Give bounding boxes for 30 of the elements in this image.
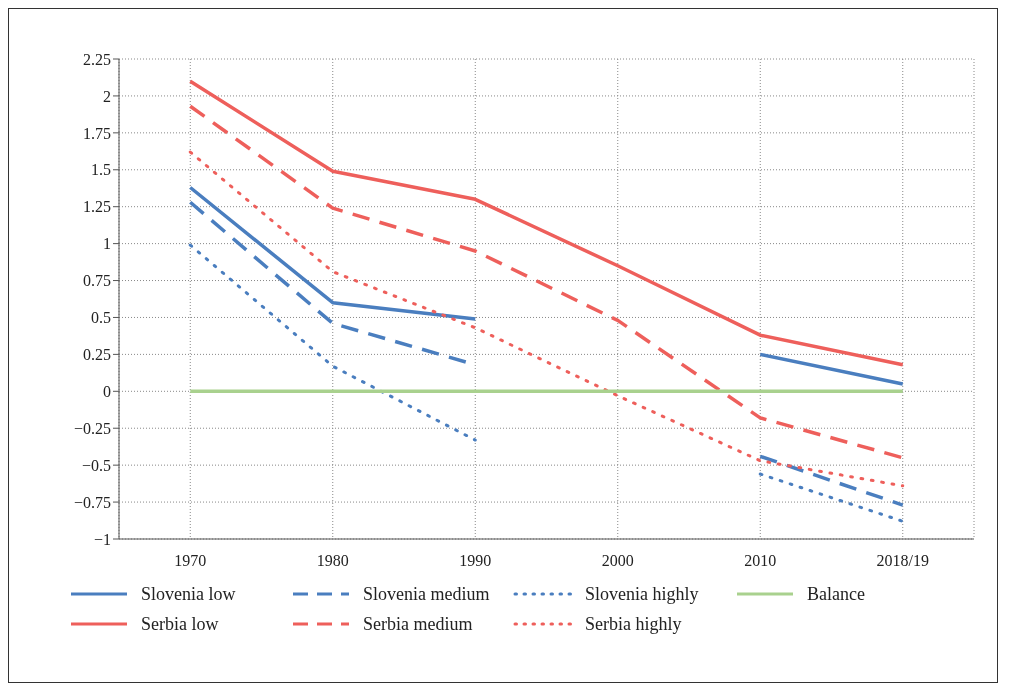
x-tick-label: 1990 (459, 552, 492, 570)
y-tick-label: 2.25 (83, 50, 111, 68)
y-tick-label: 0.75 (83, 272, 111, 290)
y-tick-label: −0.5 (81, 456, 111, 474)
legend-label: Slovenia low (141, 583, 236, 605)
x-tick-label: 2010 (744, 552, 777, 570)
line-series (188, 79, 905, 367)
y-tick-label: −0.75 (73, 493, 111, 511)
y-tick-label: 1.25 (83, 198, 111, 216)
x-tick-label: 1980 (316, 552, 349, 570)
legend-label: Balance (807, 583, 865, 605)
y-tick-label: 0 (103, 382, 111, 400)
y-tick-label: 2 (103, 87, 111, 105)
x-tick-label: 2000 (601, 552, 634, 570)
legend-label: Serbia low (141, 613, 219, 635)
y-tick-label: 1.75 (83, 124, 111, 142)
x-tick-label: 1970 (174, 552, 207, 570)
y-tick-label: −0.25 (73, 419, 111, 437)
legend-label: Serbia highly (585, 613, 682, 635)
x-tick-label: 2018/19 (876, 552, 929, 570)
y-tick-label: 0.5 (91, 309, 111, 327)
y-tick-label: −1 (93, 530, 111, 548)
y-tick-label: 0.25 (83, 346, 111, 364)
line-series (188, 150, 905, 488)
y-tick-label: 1.5 (91, 161, 111, 179)
y-tick-label: 1 (103, 235, 111, 253)
legend-label: Serbia medium (363, 613, 473, 635)
legend-label: Slovenia medium (363, 583, 490, 605)
figure-frame: 1970 1980 1990 2000 2010 2018/19 −1 −0.75 −0.5 −0.25 0 0.25 0.5 0.75 1 1.25 1.5 1.75 2 2.25 Slovenia low Serbia low Slovenia medium Serbia medium Slovenia highly Serbia highly Balance (8, 8, 998, 683)
legend-label: Slovenia highly (585, 583, 699, 605)
